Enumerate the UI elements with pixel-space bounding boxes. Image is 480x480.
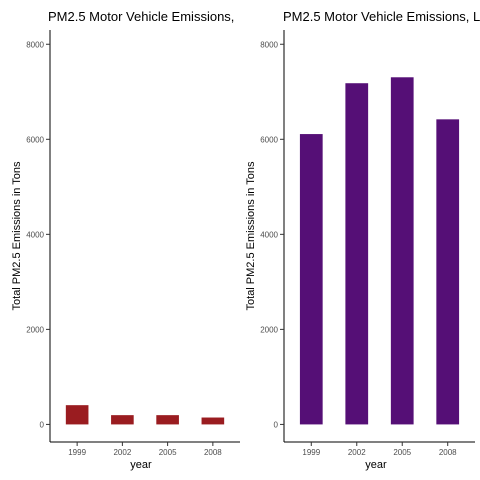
right-y-tick-label: 8000: [260, 40, 278, 49]
right-x-tick-label: 2008: [439, 448, 457, 457]
left-plot-area: 0 2000 4000 6000 8000 1999 2002 2005 2008: [26, 30, 240, 457]
right-y-tick-label: 2000: [260, 325, 278, 334]
right-x-tick-label: 1999: [302, 448, 320, 457]
right-panel: PM2.5 Motor Vehicle Emissions, L 0 2000 40…: [245, 9, 480, 471]
left-x-tick-label: 2008: [204, 448, 222, 457]
right-y-tick-label: 6000: [260, 135, 278, 144]
left-bar-2005: [156, 415, 179, 425]
right-bar-2002: [345, 83, 369, 425]
right-y-tick-label: 0: [274, 420, 279, 429]
left-x-tick-label: 2002: [113, 448, 131, 457]
right-x-axis-label: year: [365, 459, 387, 471]
left-y-tick-label: 2000: [26, 325, 44, 334]
left-y-tick-label: 8000: [26, 40, 44, 49]
right-y-axis-label: Total PM2.5 Emissions in Tons: [245, 161, 257, 310]
left-x-tick-label: 2005: [159, 448, 177, 457]
right-bar-2008: [436, 119, 460, 425]
left-y-axis-label: Total PM2.5 Emissions in Tons: [11, 161, 23, 310]
left-panel: PM2.5 Motor Vehicle Emissions, 0 2000 4000…: [11, 9, 240, 471]
left-bar-2002: [111, 415, 134, 425]
right-bar-1999: [299, 134, 323, 425]
left-chart-title: PM2.5 Motor Vehicle Emissions,: [48, 9, 234, 24]
right-x-tick-label: 2002: [348, 448, 366, 457]
right-x-tick-label: 2005: [393, 448, 411, 457]
right-y-tick-label: 4000: [260, 230, 278, 239]
left-y-tick-label: 4000: [26, 230, 44, 239]
left-x-axis-label: year: [130, 459, 152, 471]
left-y-tick-label: 0: [40, 420, 45, 429]
right-chart-title: PM2.5 Motor Vehicle Emissions, L: [283, 9, 480, 24]
right-plot-area: 0 2000 4000 6000 8000 1999 2002 2005 2008: [260, 30, 475, 457]
left-y-tick-label: 6000: [26, 135, 44, 144]
left-bar-2008: [201, 417, 225, 425]
left-x-tick-label: 1999: [68, 448, 86, 457]
left-bar-1999: [65, 405, 89, 425]
right-bar-2005: [390, 77, 414, 425]
